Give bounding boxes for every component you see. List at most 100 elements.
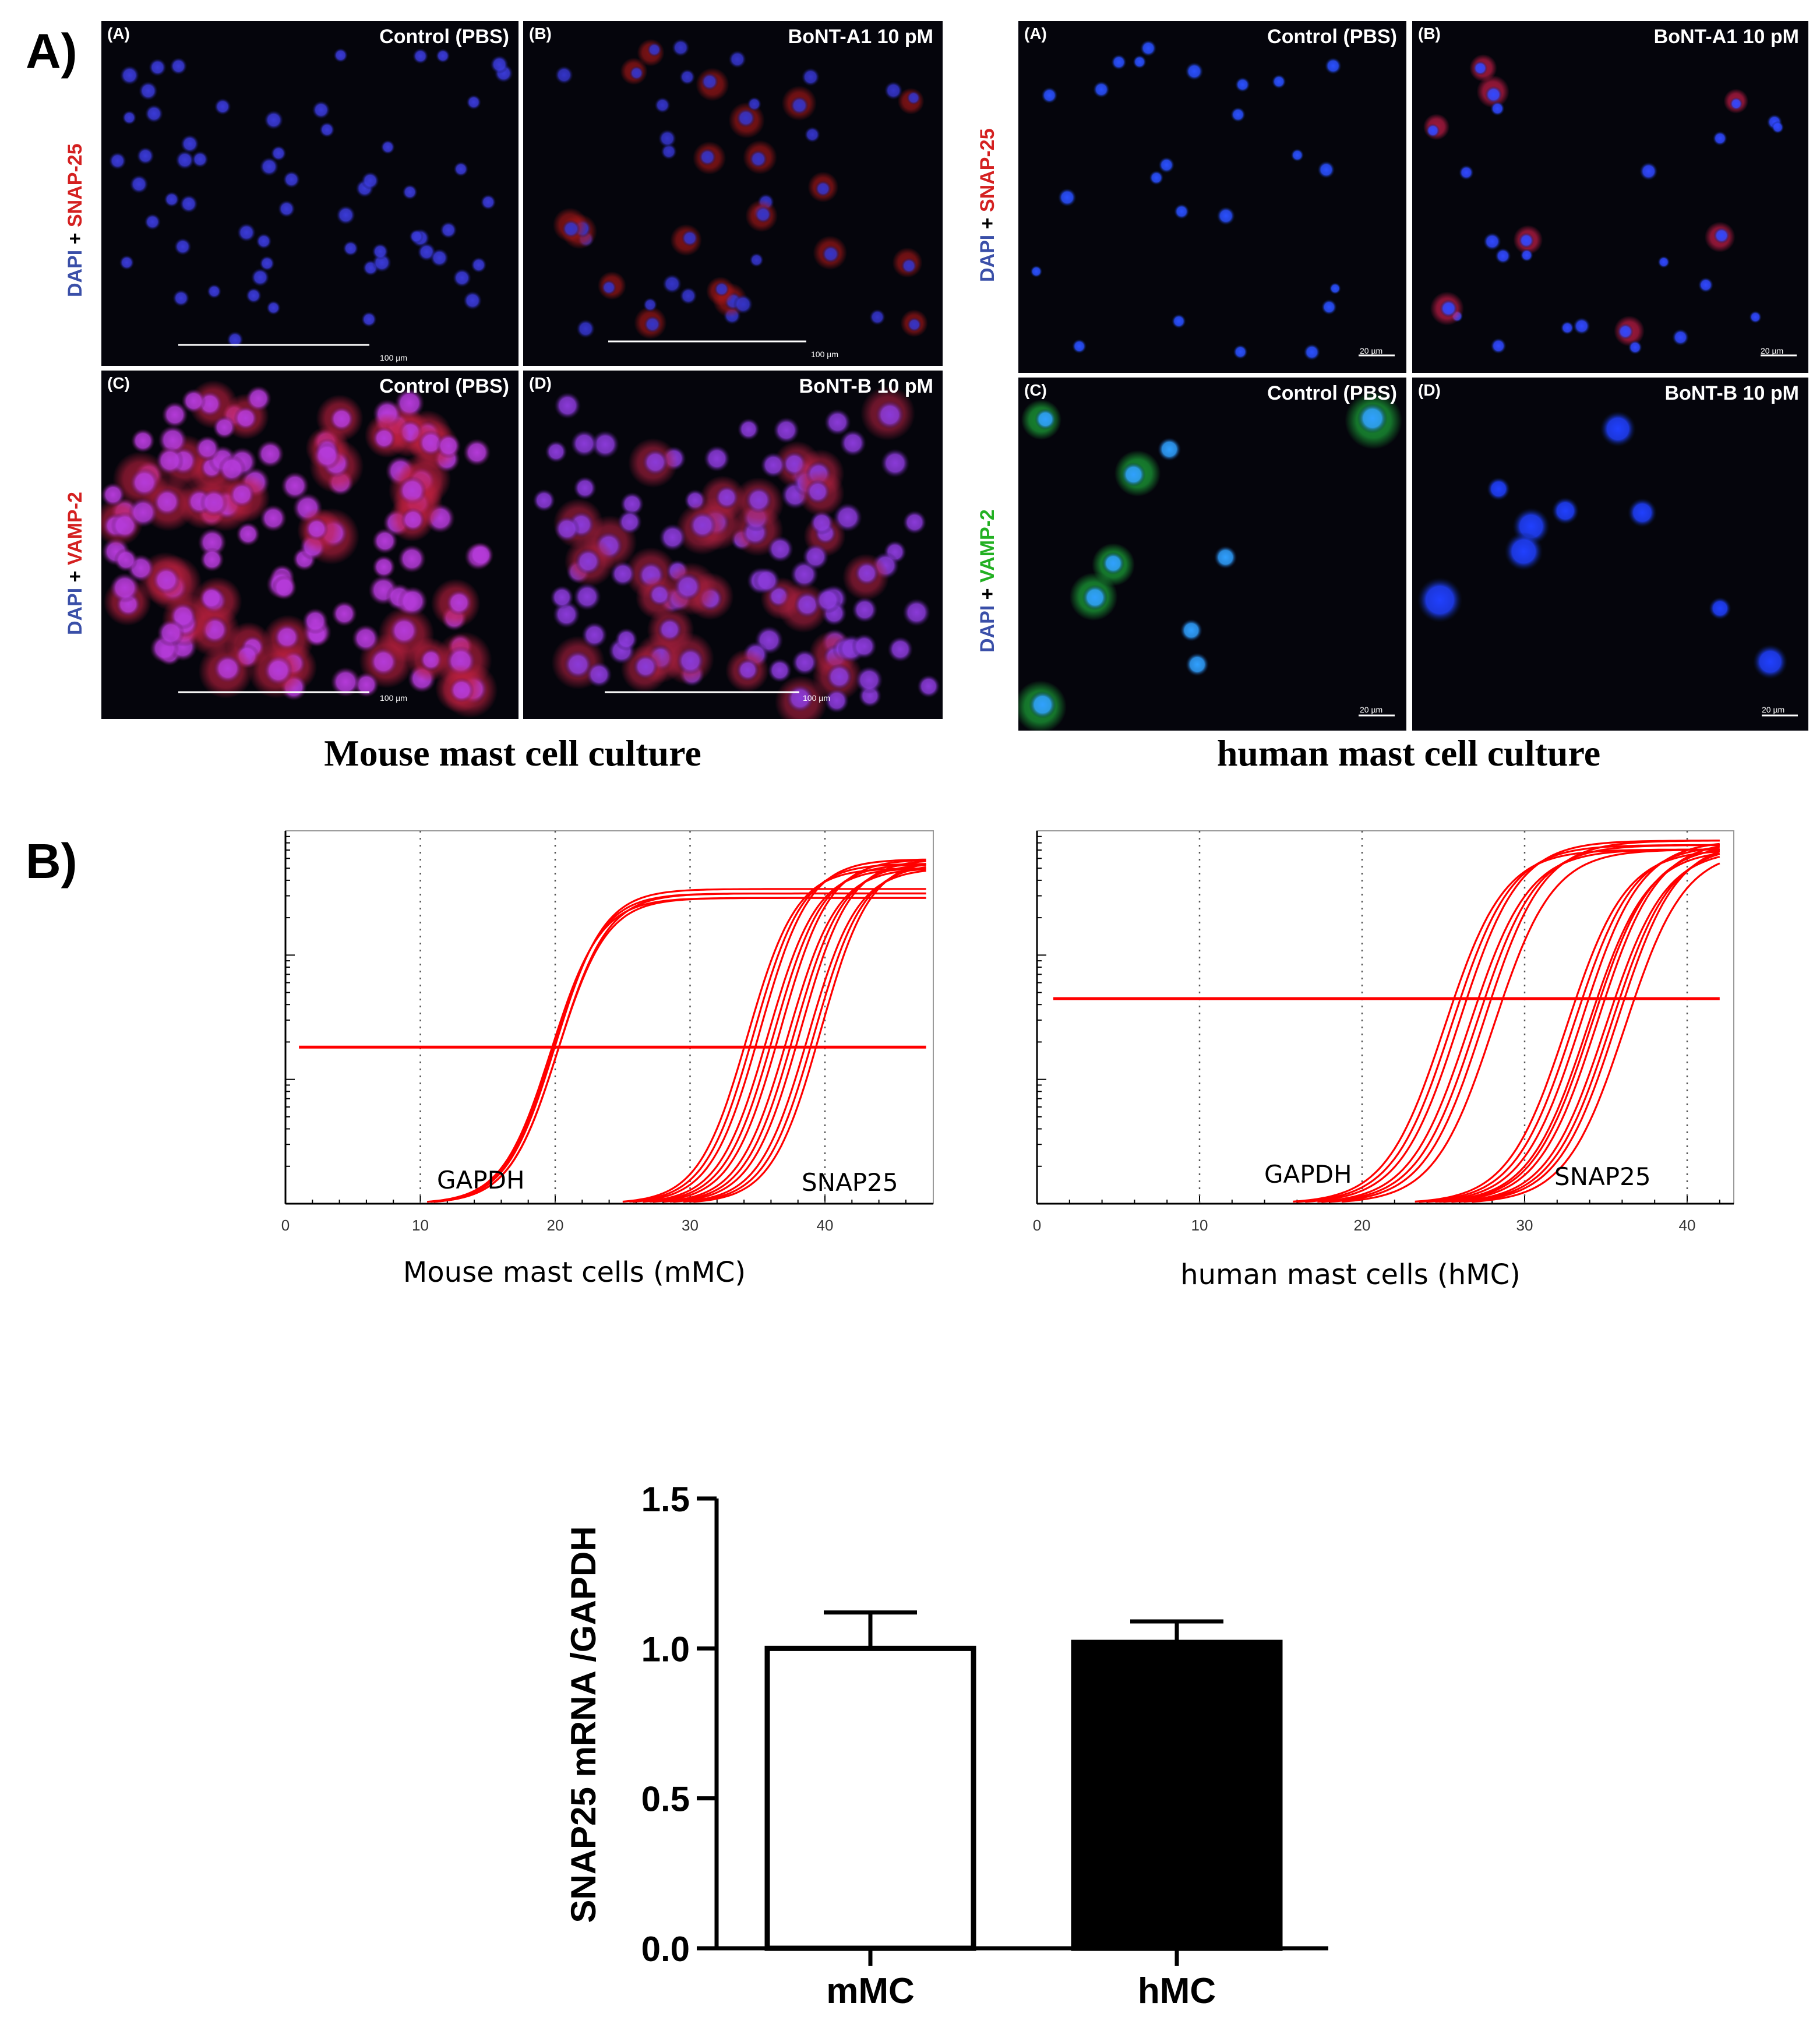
cell-nucleus xyxy=(1180,619,1203,642)
cell-nucleus xyxy=(264,110,284,130)
bar-category-label-hmc: hMC xyxy=(1138,1971,1216,2011)
cell-nucleus xyxy=(1518,232,1535,249)
cell-nucleus xyxy=(351,624,380,653)
cell-nucleus xyxy=(1133,55,1147,69)
cell-nucleus xyxy=(1185,653,1209,676)
cell-nucleus xyxy=(409,229,424,244)
cell-nucleus xyxy=(736,108,756,128)
cell-nucleus xyxy=(554,516,580,542)
cell-nucleus xyxy=(330,667,361,697)
panel-b-letter: B) xyxy=(26,834,77,888)
bar-y-tick-label: 0.0 xyxy=(641,1930,690,1969)
cell-nucleus xyxy=(676,647,704,675)
cell-nucleus xyxy=(197,528,227,557)
cell-nucleus xyxy=(1158,157,1175,174)
cell-nucleus xyxy=(1752,644,1788,679)
cell-nucleus xyxy=(902,598,931,627)
cell-nucleus xyxy=(227,331,244,348)
cell-nucleus xyxy=(463,438,491,467)
cell-nucleus xyxy=(372,555,396,579)
cell-nucleus xyxy=(259,255,275,272)
micrograph-cells xyxy=(101,380,498,718)
cell-nucleus xyxy=(821,245,840,263)
cell-nucleus xyxy=(129,175,149,194)
cell-nucleus xyxy=(449,677,474,703)
x-axis-label: human mast cells (hMC) xyxy=(1180,1258,1521,1291)
cell-nucleus xyxy=(1321,299,1337,315)
cell-nucleus xyxy=(570,430,598,457)
cell-nucleus xyxy=(840,429,867,457)
cell-nucleus xyxy=(1698,277,1714,293)
scale-bar-label: 20 µm xyxy=(1360,705,1383,714)
cell-nucleus xyxy=(266,300,281,315)
cell-nucleus xyxy=(1111,54,1127,70)
amplification-curve-snap25 xyxy=(1472,862,1720,1203)
cell-nucleus xyxy=(737,418,760,440)
amplification-curve-gapdh xyxy=(1321,844,1720,1203)
cell-nucleus xyxy=(128,497,158,528)
cell-nucleus xyxy=(1185,62,1204,81)
scale-bar-label: 20 µm xyxy=(1360,346,1383,355)
cell-nucleus xyxy=(251,268,270,287)
x-tick-label: 20 xyxy=(547,1217,564,1234)
bar-y-axis-label: SNAP25 mRNA /GAPDH xyxy=(564,1526,603,1923)
cell-nucleus xyxy=(1729,97,1743,111)
cell-nucleus xyxy=(1092,81,1110,98)
cell-nucleus xyxy=(1157,437,1181,461)
cell-nucleus xyxy=(629,66,644,80)
cell-nucleus xyxy=(439,221,457,239)
cell-nucleus xyxy=(172,290,190,307)
cell-nucleus xyxy=(277,200,295,218)
mouse-micrograph-a: (A) Control (PBS) 100 µm xyxy=(101,21,519,366)
cell-nucleus xyxy=(573,476,597,500)
cell-nucleus xyxy=(490,55,509,74)
cell-nucleus xyxy=(343,240,359,256)
cell-nucleus xyxy=(679,287,697,305)
cell-nucleus xyxy=(824,408,851,436)
cell-nucleus xyxy=(236,522,260,546)
cell-nucleus xyxy=(152,566,181,594)
amplification-curve-gapdh xyxy=(1329,840,1720,1203)
cell-nucleus xyxy=(1329,282,1341,295)
amplification-curve-snap25 xyxy=(643,868,926,1203)
cell-nucleus xyxy=(466,94,482,110)
bar-mmc xyxy=(764,1645,976,1951)
cell-nucleus xyxy=(435,48,450,64)
cell-nucleus xyxy=(119,65,140,86)
micrograph-sub-label: (B) xyxy=(529,24,552,43)
cell-nucleus xyxy=(1216,206,1236,225)
cell-nucleus xyxy=(401,507,425,532)
cell-nucleus xyxy=(767,535,794,563)
x-tick-label: 30 xyxy=(1516,1217,1533,1234)
cell-nucleus xyxy=(245,385,272,412)
cell-nucleus xyxy=(446,590,472,616)
cell-nucleus xyxy=(658,129,677,148)
cell-nucleus xyxy=(333,48,348,63)
cell-nucleus xyxy=(875,400,905,429)
cell-nucleus xyxy=(714,485,739,510)
cell-nucleus xyxy=(793,591,821,618)
cell-nucleus xyxy=(1057,188,1077,207)
cell-nucleus xyxy=(745,486,773,514)
x-tick-label: 30 xyxy=(682,1217,699,1234)
bar-y-tick-label: 1.0 xyxy=(641,1630,690,1669)
micrograph-condition-label: Control (PBS) xyxy=(1267,26,1397,48)
human-culture-caption: human mast cell culture xyxy=(1216,732,1601,774)
cell-nucleus xyxy=(312,100,330,119)
cell-nucleus xyxy=(1230,107,1246,122)
cell-nucleus xyxy=(1573,317,1590,335)
amplification-curve-gapdh xyxy=(426,897,926,1203)
panel-a-letter: A) xyxy=(26,24,77,79)
cell-nucleus xyxy=(149,58,167,77)
cell-nucleus xyxy=(144,104,164,123)
cell-nucleus xyxy=(144,213,161,231)
cell-nucleus xyxy=(281,471,309,500)
cell-nucleus xyxy=(1271,74,1286,89)
cell-nucleus xyxy=(620,492,644,516)
cell-nucleus xyxy=(436,433,461,459)
x-tick-label: 20 xyxy=(1354,1217,1371,1234)
micrograph-cells xyxy=(1423,54,1797,357)
cell-nucleus xyxy=(1490,101,1505,116)
cell-nucleus xyxy=(180,134,199,153)
